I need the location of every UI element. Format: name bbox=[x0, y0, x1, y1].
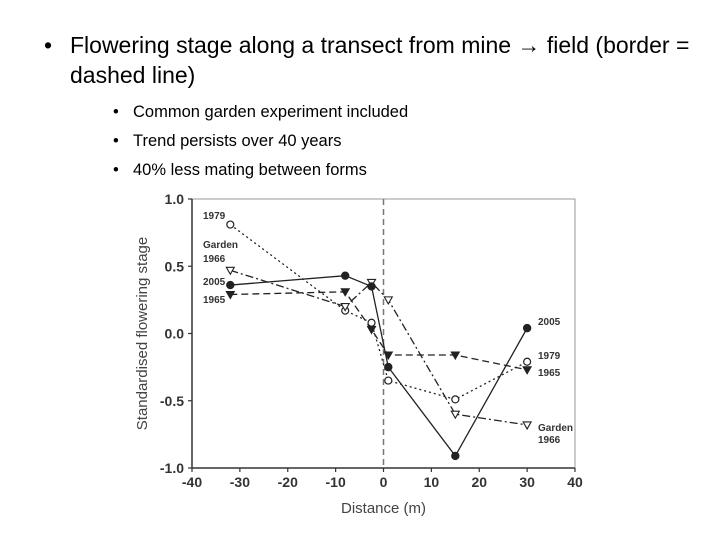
series-line-1965 bbox=[230, 291, 528, 371]
series-label-right: Garden bbox=[538, 423, 573, 434]
series-label-right: 1966 bbox=[538, 435, 561, 446]
x-tick-label: -20 bbox=[278, 474, 298, 490]
y-tick-label: 1.0 bbox=[165, 191, 185, 207]
data-point bbox=[367, 282, 376, 291]
x-tick-label: 0 bbox=[380, 474, 388, 490]
series-label-right: 1965 bbox=[538, 368, 561, 379]
x-tick-label: -30 bbox=[230, 474, 250, 490]
y-tick-label: 0.5 bbox=[165, 258, 185, 274]
series-label-left: 1966 bbox=[203, 254, 226, 265]
data-point bbox=[523, 357, 532, 366]
data-point bbox=[522, 323, 532, 333]
sub-bullet-text: 40% less mating between forms bbox=[133, 161, 367, 179]
sub-bullet: • Common garden experiment included bbox=[113, 102, 408, 122]
data-point bbox=[451, 451, 460, 461]
data-point bbox=[226, 280, 235, 290]
series-label-left: 1979 bbox=[203, 211, 226, 222]
bullet-dot: • bbox=[113, 132, 119, 150]
main-bullet-text: Flowering stage along a transect from mi… bbox=[70, 32, 690, 88]
series-line-1979 bbox=[229, 224, 528, 401]
series-label-right: 1979 bbox=[538, 351, 561, 362]
data-point bbox=[451, 395, 460, 404]
data-point bbox=[340, 288, 351, 297]
data-point bbox=[450, 351, 461, 361]
x-tick-label: 40 bbox=[567, 474, 583, 490]
data-point bbox=[522, 421, 533, 431]
data-point bbox=[225, 266, 236, 276]
x-axis-label: Distance (m) bbox=[341, 500, 426, 517]
bullet-dot: • bbox=[44, 32, 53, 58]
series-line-2005 bbox=[230, 275, 528, 458]
data-point bbox=[225, 290, 236, 300]
x-tick-label: 10 bbox=[424, 474, 440, 490]
series-line-garden-1966 bbox=[230, 269, 528, 426]
bullet-dot: • bbox=[113, 103, 119, 121]
main-bullet: • Flowering stage along a transect from … bbox=[44, 30, 694, 90]
x-tick-label: -10 bbox=[326, 474, 346, 490]
x-tick-label: -40 bbox=[182, 474, 202, 490]
bullet-dot: • bbox=[113, 161, 119, 179]
series-label-left: 2005 bbox=[203, 277, 226, 288]
plot-area: 1.0 0.5 0.0 -0.5 -1.0-40 -30 -20 -10 0 10 20 30 40 Di… bbox=[134, 191, 583, 517]
data-point bbox=[522, 366, 533, 375]
data-point bbox=[366, 325, 377, 335]
y-tick-label: -1.0 bbox=[160, 460, 184, 476]
data-point bbox=[384, 376, 393, 385]
data-point bbox=[340, 303, 351, 312]
series-label-left: Garden bbox=[203, 240, 238, 251]
data-point bbox=[450, 410, 461, 420]
series-label-left: 1965 bbox=[203, 295, 226, 306]
x-tick-label: 20 bbox=[471, 474, 487, 490]
y-axis-label: Standardised flowering stage bbox=[134, 237, 151, 430]
data-point bbox=[384, 362, 393, 372]
data-point bbox=[383, 351, 394, 361]
sub-bullet-text: Common garden experiment included bbox=[133, 103, 409, 121]
y-tick-label: 0.0 bbox=[165, 326, 185, 342]
sub-bullet: • 40% less mating between forms bbox=[113, 160, 367, 180]
data-point bbox=[383, 296, 394, 305]
x-tick-label: 30 bbox=[519, 474, 535, 490]
sub-bullet-text: Trend persists over 40 years bbox=[133, 132, 342, 150]
data-point bbox=[341, 271, 350, 280]
data-point bbox=[226, 220, 235, 229]
flowering-chart: 1.0 0.5 0.0 -0.5 -1.0-40 -30 -20 -10 0 10 20 30 40 Di… bbox=[134, 191, 583, 517]
sub-bullet: • Trend persists over 40 years bbox=[113, 131, 341, 151]
series-label-right: 2005 bbox=[538, 317, 561, 328]
y-tick-label: -0.5 bbox=[160, 393, 184, 409]
